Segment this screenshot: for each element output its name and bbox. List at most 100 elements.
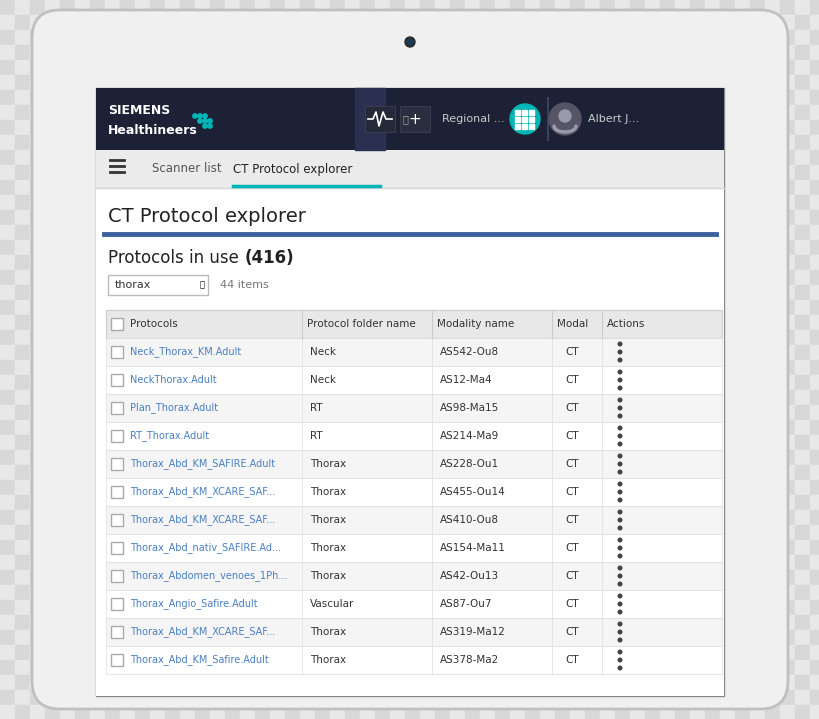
Bar [300,585,314,600]
Bar [794,525,809,540]
Bar [764,225,779,240]
Bar [210,15,224,30]
Bar [374,105,390,120]
Bar [584,510,600,525]
Bar [255,645,269,660]
Bar [514,110,519,115]
Bar [569,525,584,540]
Bar [434,495,450,510]
Bar [674,510,689,525]
Bar [390,660,405,675]
Bar [345,210,360,225]
Bar [120,405,135,420]
Bar [495,600,509,615]
Bar [479,75,495,90]
Bar [255,585,269,600]
Bar [240,615,255,630]
Bar [60,405,75,420]
Circle shape [618,554,621,558]
Bar [450,315,464,330]
Bar [419,675,434,690]
Bar [419,105,434,120]
Bar [90,450,105,465]
Bar [120,150,135,165]
Bar [809,360,819,375]
Bar [285,555,300,570]
Bar [269,60,285,75]
Bar [329,360,345,375]
Bar [689,135,704,150]
Bar [390,90,405,105]
Bar [450,690,464,705]
Bar [614,540,629,555]
Bar [30,90,45,105]
Bar [509,420,524,435]
Bar [419,660,434,675]
Text: Protocol folder name: Protocol folder name [306,319,415,329]
Bar [105,555,120,570]
Bar [255,420,269,435]
Bar [269,645,285,660]
Bar [135,105,150,120]
Bar [734,360,749,375]
Bar [269,225,285,240]
Bar [434,375,450,390]
Bar [210,525,224,540]
Bar [150,585,165,600]
Bar [569,60,584,75]
Bar [255,390,269,405]
Bar [90,135,105,150]
Bar [165,225,180,240]
Bar [314,645,329,660]
Bar [479,630,495,645]
Bar [210,0,224,15]
Bar [689,15,704,30]
Bar [300,180,314,195]
Bar [689,60,704,75]
Bar [704,555,719,570]
Bar [764,75,779,90]
Bar [345,315,360,330]
Bar [135,300,150,315]
Bar [75,135,90,150]
Bar [240,570,255,585]
Bar [614,705,629,719]
Bar [135,630,150,645]
Bar [659,705,674,719]
Bar [645,540,659,555]
Bar [719,705,734,719]
Bar [764,120,779,135]
Bar [15,480,30,495]
Bar [300,495,314,510]
Bar [674,345,689,360]
Bar [704,675,719,690]
Bar [704,375,719,390]
Bar [495,15,509,30]
Bar [779,495,794,510]
Bar [674,690,689,705]
Bar [360,585,374,600]
Bar [269,420,285,435]
Bar [90,675,105,690]
Bar [809,525,819,540]
Bar [569,180,584,195]
Bar [464,15,479,30]
Bar [224,570,240,585]
Bar [645,45,659,60]
Bar [600,270,614,285]
Bar [524,150,540,165]
Bar [165,450,180,465]
Bar [45,555,60,570]
Circle shape [618,526,621,530]
Bar [419,480,434,495]
Bar [540,675,554,690]
Bar [75,240,90,255]
Bar [45,525,60,540]
Bar [659,165,674,180]
Bar [524,480,540,495]
Bar [210,345,224,360]
Bar [719,480,734,495]
Bar [809,450,819,465]
Bar [105,390,120,405]
Bar [60,300,75,315]
